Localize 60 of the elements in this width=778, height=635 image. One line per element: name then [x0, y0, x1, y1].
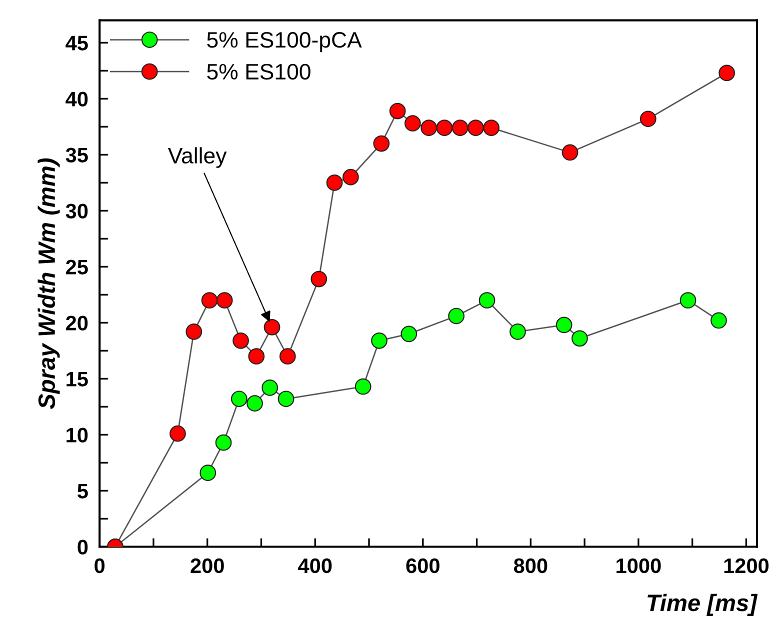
x-axis-title: Time [ms]	[648, 594, 758, 616]
y-tick-label: 25	[66, 260, 88, 274]
point	[310, 270, 328, 288]
x-tick-label: 800	[514, 558, 548, 574]
point	[710, 312, 727, 329]
y-tick-label: 0	[78, 540, 88, 554]
point	[562, 144, 578, 161]
point	[389, 102, 406, 120]
point	[354, 378, 372, 395]
point	[279, 348, 296, 365]
point	[640, 110, 656, 128]
legend-label: 5% ES100	[207, 64, 310, 80]
point	[572, 330, 588, 347]
point	[404, 115, 421, 132]
y-tick-label: 45	[66, 36, 88, 50]
point	[468, 120, 484, 136]
x-tick-label: 0	[94, 558, 105, 574]
point	[510, 323, 526, 340]
point	[556, 316, 572, 334]
point	[232, 332, 249, 349]
point	[478, 292, 496, 309]
point	[680, 292, 696, 309]
y-tick-label: 35	[66, 148, 88, 163]
point	[452, 120, 468, 136]
x-tick-label: 1200	[724, 558, 769, 574]
y-tick-label: 10	[66, 428, 88, 442]
point	[246, 395, 263, 412]
x-tick-label: 600	[406, 558, 440, 574]
y-tick-label: 40	[66, 92, 88, 106]
point	[326, 174, 343, 191]
point	[230, 390, 248, 408]
y-tick-label: 30	[66, 204, 88, 219]
x-tick-label: 400	[298, 558, 332, 574]
point	[248, 348, 265, 365]
point	[448, 308, 465, 324]
x-tick-label: 1000	[616, 558, 661, 574]
y-tick-label: 20	[66, 316, 88, 330]
point	[342, 168, 359, 186]
point	[400, 326, 418, 342]
point	[373, 135, 390, 152]
point	[264, 319, 280, 336]
point	[262, 379, 278, 396]
point	[371, 332, 388, 349]
point	[278, 390, 294, 408]
point	[483, 120, 500, 136]
point	[201, 292, 218, 309]
point	[215, 434, 232, 451]
point	[420, 120, 438, 136]
x-tick-label: 200	[190, 558, 224, 574]
point	[436, 120, 453, 136]
point	[170, 425, 186, 442]
point	[718, 64, 736, 82]
legend-label: 5% ES100-pCA	[207, 32, 362, 52]
point	[186, 323, 202, 340]
point	[216, 292, 233, 309]
y-tick-label: 5	[78, 484, 88, 498]
y-tick-label: 15	[66, 372, 88, 386]
point	[200, 464, 216, 482]
annotation: Valley	[168, 147, 227, 168]
y-axis-title: Spray Width Wm (mm)	[38, 158, 60, 410]
